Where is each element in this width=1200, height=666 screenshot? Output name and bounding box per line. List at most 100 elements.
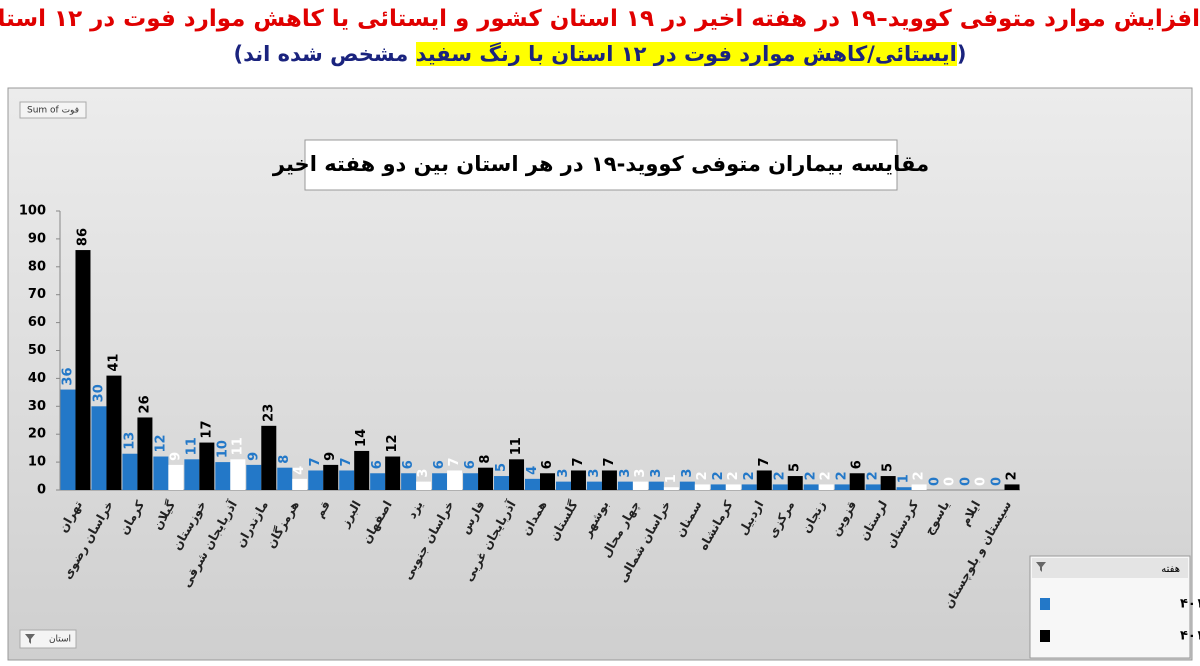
bar [710, 484, 726, 490]
bar [772, 484, 788, 490]
bar [323, 464, 339, 490]
bar [308, 470, 324, 490]
bar [756, 470, 772, 490]
value-label: 2 [835, 471, 850, 480]
value-label: 14 [354, 429, 369, 447]
bar [215, 462, 231, 490]
value-label: 6 [463, 460, 478, 469]
bar [106, 375, 122, 490]
bar [447, 470, 463, 490]
value-label: 17 [199, 420, 214, 438]
legend-label: هفته ۲ مرداد ۴۰۱ [1180, 629, 1200, 644]
value-label: 2 [912, 471, 927, 480]
pivot-axis-field: استان [49, 635, 71, 645]
bar [199, 442, 215, 490]
headline: افزایش موارد متوفی کووید–۱۹ در هفته اخیر… [0, 6, 1200, 32]
bar [632, 481, 648, 490]
bar [849, 473, 865, 490]
legend-title: هفته [1161, 564, 1180, 575]
value-label: 26 [137, 395, 152, 413]
value-label: 9 [246, 452, 261, 461]
value-label: 2 [866, 471, 881, 480]
value-label: 3 [649, 469, 664, 478]
y-tick-label: 40 [28, 371, 46, 386]
filter-icon [1036, 562, 1046, 572]
legend-label: هفته ۱ مرداد ۴۰۱ [1180, 597, 1200, 612]
bar [818, 484, 834, 490]
legend-swatch [1040, 598, 1050, 610]
value-label: 23 [261, 404, 276, 422]
y-tick-label: 30 [28, 399, 46, 414]
value-label: 2 [773, 471, 788, 480]
bar [370, 473, 386, 490]
legend-swatch [1040, 630, 1050, 642]
value-label: 2 [726, 471, 741, 480]
y-tick-label: 0 [37, 483, 46, 498]
bar [725, 484, 741, 490]
bar [570, 470, 586, 490]
y-tick-label: 20 [28, 427, 46, 442]
value-label: 7 [339, 457, 354, 466]
value-label: 10 [215, 440, 230, 458]
bar [75, 250, 91, 490]
value-label: 11 [509, 437, 524, 455]
value-label: 7 [447, 457, 462, 466]
legend-header[interactable] [1032, 558, 1188, 578]
value-label: 7 [757, 457, 772, 466]
value-label: 12 [153, 434, 168, 452]
bar [478, 467, 494, 490]
bar [803, 484, 819, 490]
bar [416, 481, 432, 490]
value-label: 11 [230, 437, 245, 455]
filter-icon [25, 634, 35, 644]
value-label: 5 [788, 463, 803, 472]
bar [787, 476, 803, 490]
value-label: 30 [91, 384, 106, 402]
bar [540, 473, 555, 490]
y-tick-label: 10 [28, 455, 46, 470]
bar [694, 484, 710, 490]
pivot-button[interactable] [19, 101, 87, 119]
bar [525, 478, 540, 490]
bar [586, 481, 602, 490]
value-label: 2 [1005, 471, 1020, 480]
value-label: 8 [478, 455, 493, 464]
value-label: 0 [990, 477, 1005, 486]
subheadline: (ایستائی/کاهش موارد فوت در ۱۲ استان با ر… [0, 42, 1200, 66]
bar [292, 478, 308, 490]
value-label: 7 [308, 457, 323, 466]
value-label: 3 [587, 469, 602, 478]
pivot-values-field: Sum of فوت [27, 106, 79, 116]
bar [401, 473, 417, 490]
bar [432, 473, 448, 490]
bar [494, 476, 510, 490]
value-label: 0 [959, 477, 974, 486]
chart-title: مقایسه بیماران متوفی کووید-۱۹ در هر استا… [272, 152, 929, 176]
bar [60, 389, 76, 490]
value-label: 11 [184, 437, 199, 455]
value-label: 13 [122, 432, 137, 450]
value-label: 36 [60, 367, 75, 385]
y-tick-label: 50 [28, 343, 46, 358]
value-label: 9 [323, 452, 338, 461]
value-label: 1 [897, 474, 912, 483]
bar [601, 470, 617, 490]
value-label: 4 [292, 466, 307, 475]
bar [1004, 484, 1020, 490]
value-label: 2 [819, 471, 834, 480]
value-label: 3 [618, 469, 633, 478]
value-label: 0 [974, 477, 989, 486]
value-label: 6 [370, 460, 385, 469]
bar [153, 456, 169, 490]
subheadline-part: مشخص شده اند) [233, 42, 409, 66]
value-label: 2 [695, 471, 710, 480]
title-box [304, 139, 898, 191]
bar [741, 484, 757, 490]
value-label: 12 [385, 434, 400, 452]
bar [880, 476, 896, 490]
bar [834, 484, 850, 490]
bar [230, 459, 246, 490]
y-tick-label: 90 [28, 231, 46, 246]
